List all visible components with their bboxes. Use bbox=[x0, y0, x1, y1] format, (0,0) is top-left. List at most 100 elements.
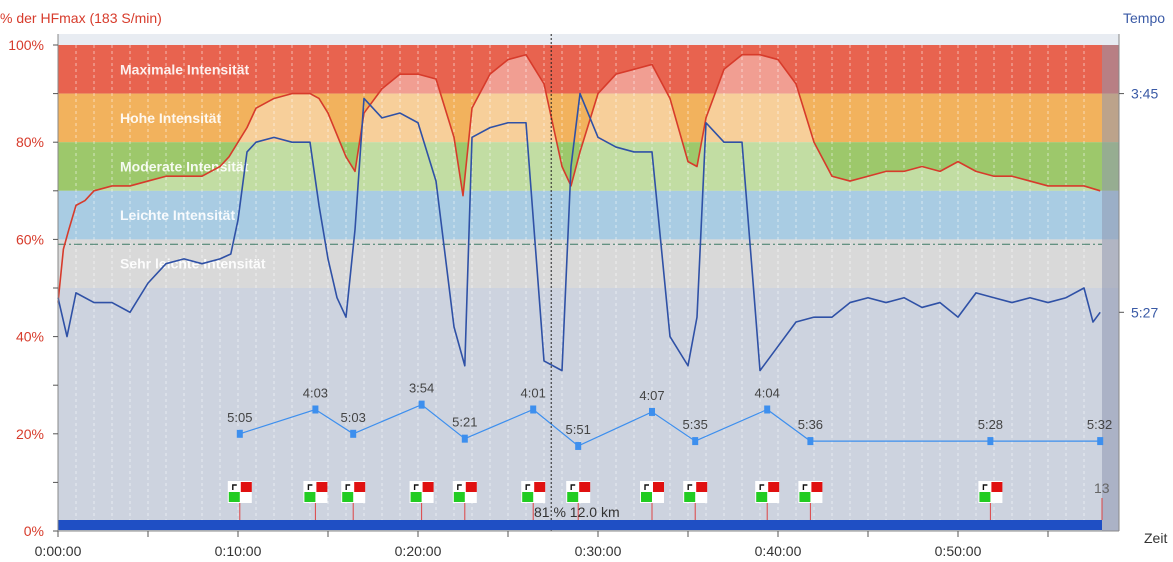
lap-marker-icon bbox=[683, 481, 708, 520]
pace-series bbox=[57, 92, 1101, 372]
intensity-zones bbox=[58, 34, 1119, 531]
lap-pace-point bbox=[987, 437, 994, 446]
zone-band-3 bbox=[58, 142, 1119, 191]
lap-marker-red bbox=[768, 482, 780, 492]
lap-pace-point bbox=[236, 429, 243, 438]
zone-label-3: Moderate Intensität bbox=[120, 159, 249, 175]
lap-pace-label: 4:04 bbox=[755, 386, 780, 401]
lap-markers bbox=[227, 481, 1103, 520]
lap-marker-green bbox=[641, 492, 652, 502]
lap-marker-red bbox=[316, 482, 328, 492]
x-tick-label: 0:30:00 bbox=[575, 543, 622, 559]
lap-marker-icon bbox=[978, 481, 1003, 520]
lap-pace-label: 5:32 bbox=[1087, 417, 1112, 432]
zone-band-5 bbox=[58, 239, 1119, 288]
lap-marker-icon bbox=[452, 481, 477, 520]
lap-marker-red bbox=[991, 482, 1003, 492]
lap-marker-green bbox=[410, 492, 422, 502]
zone-band-2 bbox=[58, 93, 1119, 143]
axes: 0% 20% 40% 60% 80% 100% 3:45 5:27 0:00:00 0:10:00… bbox=[8, 34, 1158, 559]
lap-pace-label: 5:03 bbox=[341, 410, 366, 425]
lap-marker-arrow bbox=[982, 484, 988, 490]
lap-pace-label: 5:21 bbox=[452, 415, 477, 430]
lap-pace-label: 5:35 bbox=[683, 417, 708, 432]
lap-marker-icon bbox=[227, 481, 252, 520]
lap-marker-icon bbox=[640, 481, 664, 520]
lap-pace-point bbox=[530, 405, 537, 414]
lap-marker-red bbox=[422, 482, 434, 492]
lap-pace-point bbox=[461, 434, 468, 443]
left-axis-title: % der HFmax (183 S/min) bbox=[0, 10, 162, 26]
x-tick-label: 0:20:00 bbox=[395, 543, 442, 559]
cursor-label: 81 % 12.0 km bbox=[534, 504, 620, 520]
heart-rate-line bbox=[57, 53, 1101, 303]
lap-marker-icon bbox=[798, 481, 823, 520]
lap-marker-arrow bbox=[759, 484, 765, 490]
y-tick-label: 20% bbox=[16, 426, 44, 442]
lap-marker-arrow bbox=[570, 484, 576, 490]
x-tick-label: 0:00:00 bbox=[35, 543, 82, 559]
lap-marker-arrow bbox=[457, 484, 462, 490]
lap-marker-arrow bbox=[413, 484, 419, 490]
lap-pace-label: 4:03 bbox=[303, 386, 328, 401]
y-tick-label: 80% bbox=[16, 134, 44, 150]
lap-marker-arrow bbox=[687, 484, 693, 490]
lap-pace-point bbox=[692, 437, 699, 446]
lap-marker-arrow bbox=[345, 484, 351, 490]
pace-line bbox=[57, 92, 1101, 372]
zone-label-1: Maximale Intensität bbox=[120, 61, 249, 77]
y-tick-label: 0% bbox=[24, 523, 44, 539]
lap-marker-green bbox=[522, 492, 534, 502]
lap-pace-label: 3:54 bbox=[409, 381, 434, 396]
lap-marker-green bbox=[304, 492, 316, 502]
lap-marker-red bbox=[354, 482, 366, 492]
lap-marker-green bbox=[342, 492, 354, 502]
x-tick-label: 0:50:00 bbox=[935, 543, 982, 559]
lap-pace-label: 4:01 bbox=[521, 386, 546, 401]
lap-pace-point bbox=[807, 437, 814, 446]
lap-marker-icon bbox=[303, 481, 328, 520]
lap-marker-green bbox=[979, 492, 991, 502]
lap-marker-green bbox=[453, 492, 465, 502]
right-tick-label: 5:27 bbox=[1131, 304, 1158, 320]
lap-pace-label: 5:51 bbox=[566, 422, 591, 437]
lap-marker-red bbox=[240, 482, 252, 492]
post-session-shade bbox=[1102, 45, 1119, 531]
lap-marker-green bbox=[799, 492, 811, 502]
lap-pace-point bbox=[312, 405, 319, 414]
lap-pace-point bbox=[764, 405, 771, 414]
lap-marker-red bbox=[811, 482, 823, 492]
x-tick-label: 0:40:00 bbox=[755, 543, 802, 559]
lap-pace-point bbox=[350, 429, 357, 438]
lap-marker-icon bbox=[521, 481, 546, 520]
lap-pace-series: 5:05 4:03 5:03 3:54 5:21 4:01 5:51 4:07 5:35 4:04… bbox=[227, 381, 1112, 450]
y-tick-label: 40% bbox=[16, 329, 44, 345]
heart-rate-series bbox=[57, 53, 1101, 303]
lap-marker-arrow bbox=[802, 484, 808, 490]
lap-marker-green bbox=[684, 492, 696, 502]
x-axis-title: Zeit bbox=[1144, 530, 1167, 546]
lap-marker-red bbox=[534, 482, 546, 492]
x-tick-label: 0:10:00 bbox=[215, 543, 262, 559]
lap-marker-green bbox=[756, 492, 768, 502]
y-tick-label: 100% bbox=[8, 37, 44, 53]
y-tick-label: 60% bbox=[16, 231, 44, 247]
zone-band-1 bbox=[58, 45, 1119, 94]
plot-top-band bbox=[58, 34, 1119, 45]
lap-marker-red bbox=[653, 482, 664, 492]
zone-labels: Maximale Intensität Hohe Intensität Modera… bbox=[120, 61, 266, 271]
lap-marker-green bbox=[567, 492, 579, 502]
lap-marker-icon bbox=[341, 481, 366, 520]
lap-pace-label: 5:36 bbox=[798, 417, 823, 432]
lap-marker-red bbox=[696, 482, 708, 492]
lap-pace-label: 5:28 bbox=[978, 417, 1003, 432]
lap-pace-point bbox=[1097, 437, 1104, 446]
zone-label-5: Sehr leichte Intensität bbox=[120, 256, 266, 272]
right-tick-label: 3:45 bbox=[1131, 86, 1158, 102]
lap-marker-red bbox=[579, 482, 591, 492]
lap-marker-arrow bbox=[525, 484, 531, 490]
lap-pace-label: 5:05 bbox=[227, 410, 252, 425]
lap-marker-icon bbox=[409, 481, 434, 520]
distance-bar bbox=[58, 520, 1102, 530]
